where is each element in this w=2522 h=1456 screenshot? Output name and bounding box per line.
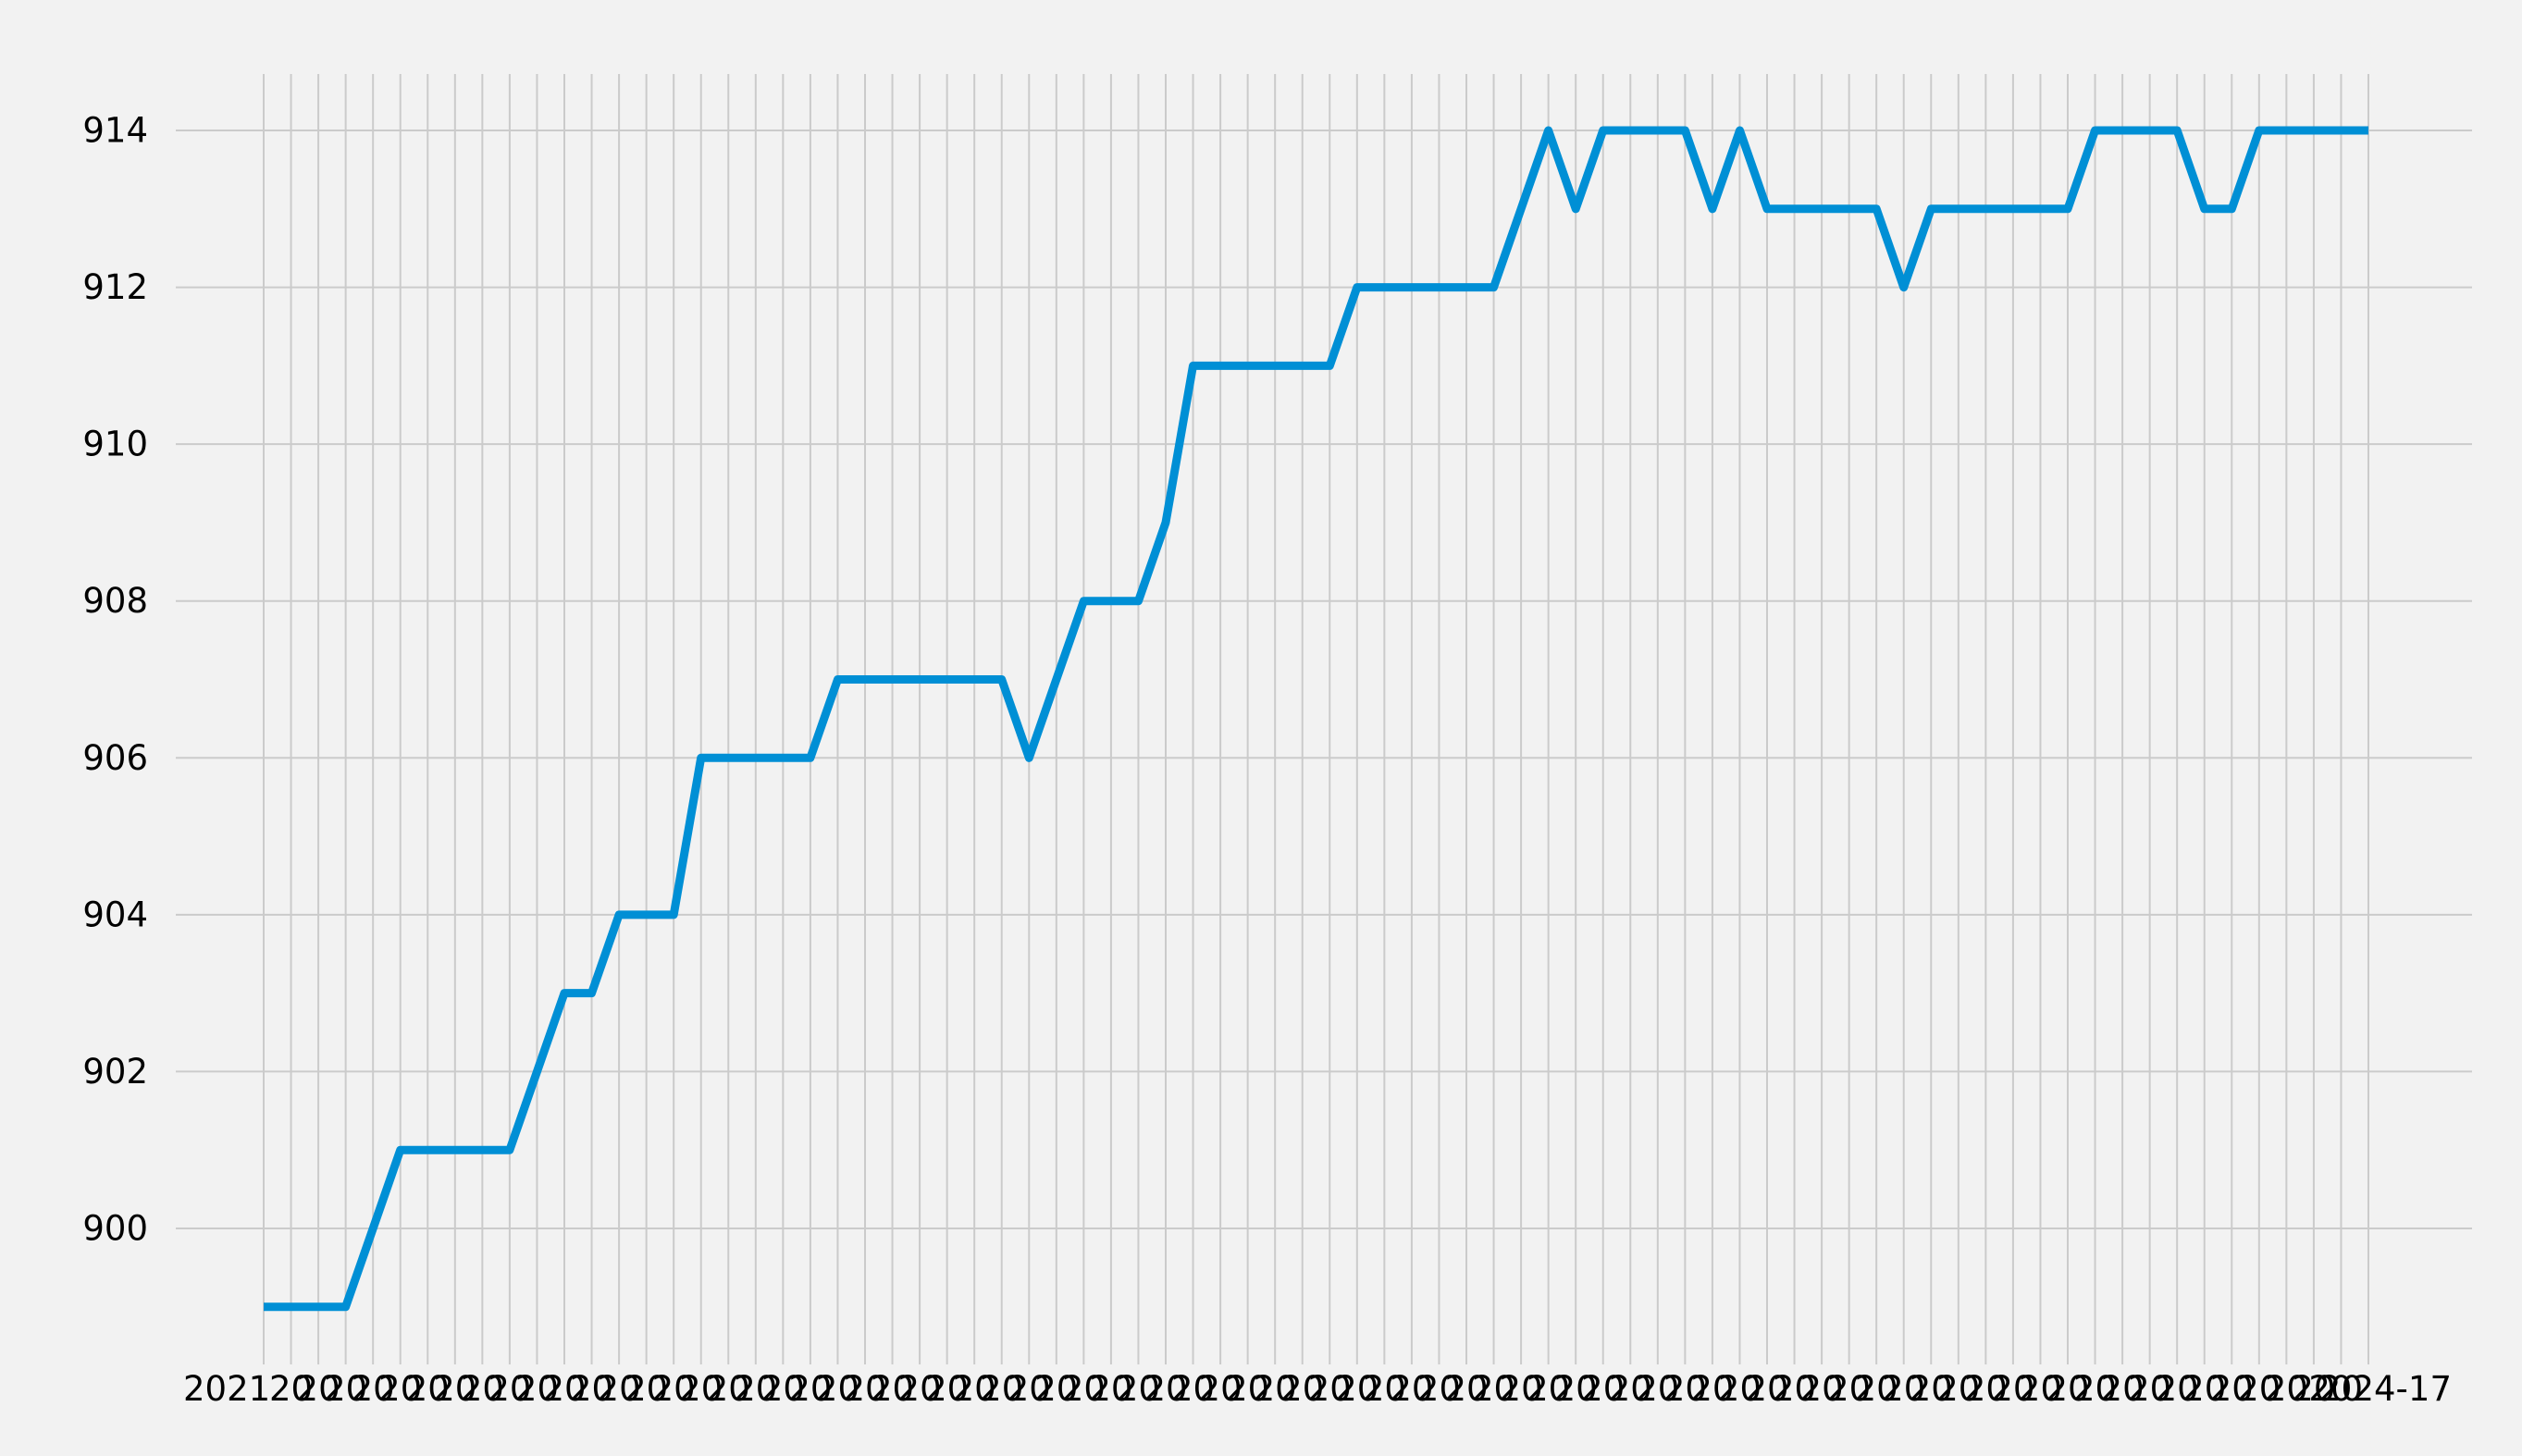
- x-tick-label-overlap: 20: [488, 1369, 531, 1409]
- x-axis-tick-labels: 2021 2024-1720202020202020202020202020202…: [183, 1369, 2452, 1409]
- x-tick-label-overlap: 20: [1527, 1369, 1570, 1409]
- y-axis-tick-labels: 900 902 904 906 908 910 912 914: [82, 111, 148, 1249]
- x-tick-label-overlap: 20: [461, 1369, 504, 1409]
- x-tick-label-overlap: 20: [1280, 1369, 1324, 1409]
- horizontal-gridlines: [176, 130, 2472, 1229]
- x-tick-label-overlap: 20: [598, 1369, 641, 1409]
- y-tick-label: 908: [82, 581, 148, 621]
- x-tick-label-overlap: 20: [1144, 1369, 1187, 1409]
- x-tick-label-overlap: 20: [433, 1369, 476, 1409]
- y-tick-label: 910: [82, 425, 148, 464]
- x-tick-label-overlap: 20: [1171, 1369, 1215, 1409]
- x-tick-label-overlap: 20: [1117, 1369, 1160, 1409]
- x-tick-label-overlap: 20: [378, 1369, 422, 1409]
- x-tick-label-overlap: 20: [816, 1369, 859, 1409]
- y-tick-label: 914: [82, 111, 148, 151]
- x-tick-label-overlap: 20: [1034, 1369, 1078, 1409]
- x-tick-label-overlap: 20: [898, 1369, 942, 1409]
- x-tick-label-overlap: 20: [1581, 1369, 1625, 1409]
- x-tick-label-overlap: 20: [2101, 1369, 2145, 1409]
- x-tick-label-overlap: 20: [1308, 1369, 1352, 1409]
- x-tick-label-overlap: 20: [871, 1369, 914, 1409]
- x-tick-label-overlap: 20: [1910, 1369, 1953, 1409]
- x-tick-label-overlap: 20: [734, 1369, 777, 1409]
- x-tick-label-overlap: 20: [1444, 1369, 1488, 1409]
- x-tick-label-overlap: 20: [953, 1369, 996, 1409]
- x-tick-label-overlap: 20: [707, 1369, 750, 1409]
- x-tick-label-overlap: 20: [1827, 1369, 1871, 1409]
- x-tick-label-overlap: 20: [1417, 1369, 1461, 1409]
- x-tick-label-overlap: 20: [1745, 1369, 1788, 1409]
- x-tick-label-overlap: 20: [1008, 1369, 1051, 1409]
- x-tick-label-overlap: 20: [1226, 1369, 1269, 1409]
- x-tick-label-overlap: 20: [406, 1369, 450, 1409]
- x-tick-label-overlap: 20: [2182, 1369, 2226, 1409]
- x-tick-label-overlap: 20: [1254, 1369, 1297, 1409]
- x-tick-label-overlap: 20: [542, 1369, 586, 1409]
- x-tick-label-overlap: 20: [2292, 1369, 2335, 1409]
- x-tick-label-overlap: 20: [2156, 1369, 2199, 1409]
- x-tick-label-overlap: 20: [2073, 1369, 2117, 1409]
- x-tick-label-overlap: 20: [2019, 1369, 2062, 1409]
- x-tick-label-overlap: 20: [1335, 1369, 1378, 1409]
- x-tick-label-overlap: 20: [1882, 1369, 1925, 1409]
- x-tick-label-overlap: 20: [1089, 1369, 1132, 1409]
- x-tick-label-overlap: 20: [352, 1369, 395, 1409]
- x-tick-label-overlap: 20: [980, 1369, 1023, 1409]
- x-tick-label-overlap: 20: [1936, 1369, 1980, 1409]
- x-tick-label-overlap: 20: [297, 1369, 340, 1409]
- x-tick-label-overlap: 20: [843, 1369, 886, 1409]
- x-tick-label-overlap: 20: [1199, 1369, 1242, 1409]
- x-tick-label-overlap: 20: [324, 1369, 367, 1409]
- x-tick-label-overlap: 20: [652, 1369, 696, 1409]
- x-tick-label-overlap: 20: [1062, 1369, 1106, 1409]
- series-line: [264, 126, 2368, 1312]
- x-tick-label-overlap: 20: [1636, 1369, 1679, 1409]
- x-tick-label-first: 2021: [183, 1369, 270, 1409]
- x-tick-label-overlap: 20: [1991, 1369, 2034, 1409]
- x-tick-label-overlap: 20: [925, 1369, 969, 1409]
- x-tick-label-overlap: 20: [1609, 1369, 1652, 1409]
- x-tick-label-overlap: 20: [2319, 1369, 2363, 1409]
- x-tick-label-overlap: 20: [269, 1369, 313, 1409]
- x-tick-label-overlap: 20: [1500, 1369, 1543, 1409]
- x-tick-label-overlap: 20: [1690, 1369, 1734, 1409]
- x-tick-label-overlap: 20: [2046, 1369, 2089, 1409]
- x-tick-label-overlap: 20: [1554, 1369, 1598, 1409]
- x-tick-label-overlap: 20: [515, 1369, 559, 1409]
- x-tick-label-overlap: 20: [2237, 1369, 2281, 1409]
- x-tick-label-overlap: 20: [2210, 1369, 2254, 1409]
- x-tick-label-overlap: 20: [624, 1369, 668, 1409]
- x-tick-label-overlap: 20: [788, 1369, 832, 1409]
- x-tick-label-overlap: 20: [1964, 1369, 2008, 1409]
- x-tick-label-overlap: 20: [761, 1369, 805, 1409]
- y-tick-label: 902: [82, 1052, 148, 1092]
- x-tick-label-overlap: 20: [1390, 1369, 1433, 1409]
- x-tick-label-overlap: 20: [1472, 1369, 1515, 1409]
- x-tick-label-last: 2024-17: [2308, 1369, 2452, 1409]
- series-group: [264, 126, 2368, 1312]
- x-tick-label-overlap: 20: [1773, 1369, 1816, 1409]
- x-tick-label-overlap: 20: [2265, 1369, 2308, 1409]
- x-tick-label-overlap: 20: [679, 1369, 723, 1409]
- x-tick-label-overlap: 20: [1855, 1369, 1898, 1409]
- x-tick-label-overlap: 20: [1663, 1369, 1707, 1409]
- x-tick-label-overlap: 20: [1363, 1369, 1406, 1409]
- y-tick-label: 906: [82, 738, 148, 778]
- y-tick-label: 904: [82, 895, 148, 934]
- y-tick-label: 900: [82, 1209, 148, 1249]
- x-tick-label-overlap: 20: [1718, 1369, 1762, 1409]
- y-tick-label: 912: [82, 267, 148, 307]
- x-tick-label-overlap: 20: [1800, 1369, 1844, 1409]
- x-tick-label-overlap: 20: [2128, 1369, 2171, 1409]
- x-tick-label-overlap: 20: [570, 1369, 613, 1409]
